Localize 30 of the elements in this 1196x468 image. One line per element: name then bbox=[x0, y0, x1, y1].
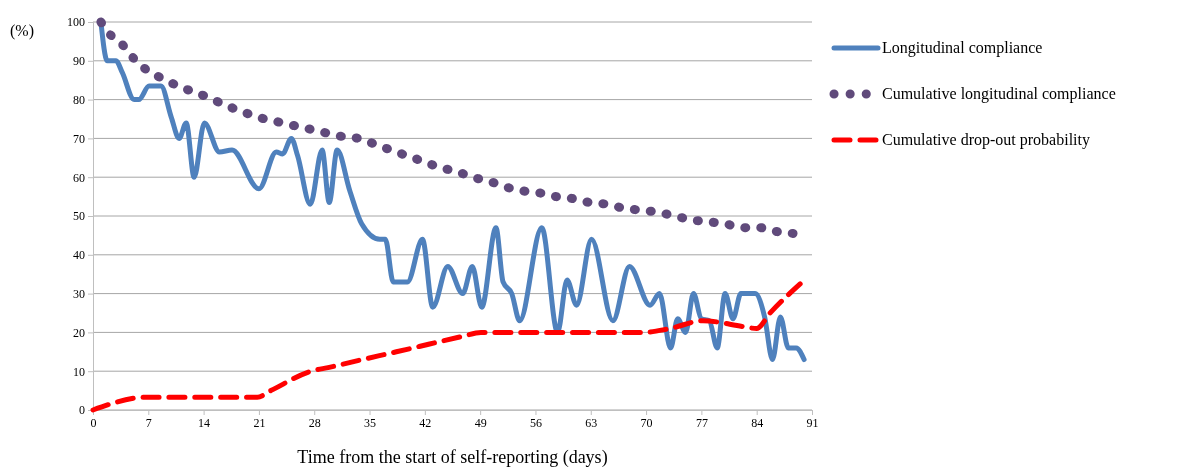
y-tick-label: 60 bbox=[73, 170, 85, 185]
x-tick-label: 42 bbox=[419, 415, 432, 430]
y-tick-label: 90 bbox=[73, 54, 85, 69]
x-tick-label: 28 bbox=[308, 415, 321, 430]
y-tick-label: 0 bbox=[79, 403, 85, 418]
x-tick-label: 49 bbox=[474, 415, 487, 430]
x-tick-label: 14 bbox=[198, 415, 211, 430]
x-tick-label: 0 bbox=[90, 415, 97, 430]
x-tick-label: 21 bbox=[253, 415, 266, 430]
legend-label: Longitudinal compliance bbox=[882, 39, 1043, 57]
x-tick-label: 70 bbox=[640, 415, 653, 430]
x-tick-label: 7 bbox=[145, 415, 152, 430]
y-tick-label: 70 bbox=[73, 131, 85, 146]
x-tick-label: 84 bbox=[751, 415, 764, 430]
x-tick-label: 77 bbox=[695, 415, 708, 430]
y-tick-label: 100 bbox=[67, 15, 85, 30]
x-axis-title: Time from the start of self-reporting (days) bbox=[297, 447, 608, 468]
y-tick-label: 30 bbox=[73, 286, 85, 301]
y-tick-label: 50 bbox=[73, 209, 85, 224]
y-tick-label: 20 bbox=[73, 325, 85, 340]
x-tick-label: 35 bbox=[364, 415, 377, 430]
x-tick-label: 63 bbox=[585, 415, 598, 430]
y-axis-title: (%) bbox=[10, 22, 34, 40]
y-tick-label: 80 bbox=[73, 92, 85, 107]
y-tick-label: 10 bbox=[73, 364, 85, 379]
y-tick-label: 40 bbox=[73, 248, 85, 263]
x-tick-label: 56 bbox=[529, 415, 542, 430]
legend-label: Cumulative drop-out probability bbox=[882, 131, 1090, 149]
x-tick-label: 91 bbox=[806, 415, 819, 430]
legend-label: Cumulative longitudinal compliance bbox=[882, 85, 1116, 103]
